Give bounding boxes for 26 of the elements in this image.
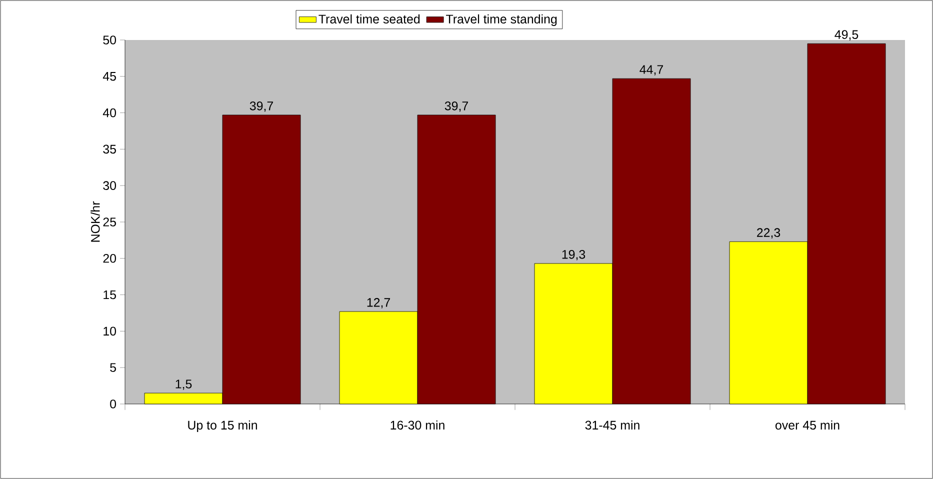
y-tick-label: 40 bbox=[102, 108, 116, 118]
legend-label: Travel time standing bbox=[446, 14, 557, 26]
y-tick-label: 15 bbox=[104, 290, 116, 300]
y-axis-title: NOK/hr bbox=[90, 201, 100, 242]
y-tick-label: 50 bbox=[103, 36, 116, 44]
y-tick-label: 20 bbox=[103, 254, 116, 263]
data-label: 39,7 bbox=[444, 102, 468, 112]
data-label: 12,7 bbox=[367, 298, 390, 308]
y-tick-label: 5 bbox=[110, 363, 116, 372]
legend-label: Travel time seated bbox=[318, 14, 420, 24]
data-label: 1,5 bbox=[176, 380, 192, 390]
y-tick-label: 25 bbox=[103, 218, 116, 226]
x-tick-label: 31-45 min bbox=[585, 420, 640, 430]
y-tick-label: 0 bbox=[110, 400, 116, 408]
y-tick-label: 10 bbox=[104, 326, 116, 336]
data-label: 19,3 bbox=[562, 250, 586, 260]
x-tick-label: Up to 15 min bbox=[188, 420, 257, 432]
x-tick-label: over 45 min bbox=[775, 420, 840, 430]
data-label: 44,7 bbox=[640, 65, 663, 76]
y-tick-label: 30 bbox=[103, 181, 116, 190]
data-label: 39,7 bbox=[250, 102, 273, 112]
y-tick-label: 35 bbox=[103, 144, 116, 154]
data-label: 22,3 bbox=[757, 228, 780, 238]
y-tick-label: 45 bbox=[102, 72, 116, 81]
x-tick-label: 16-30 min bbox=[390, 420, 444, 430]
data-label: 49,5 bbox=[834, 30, 858, 40]
